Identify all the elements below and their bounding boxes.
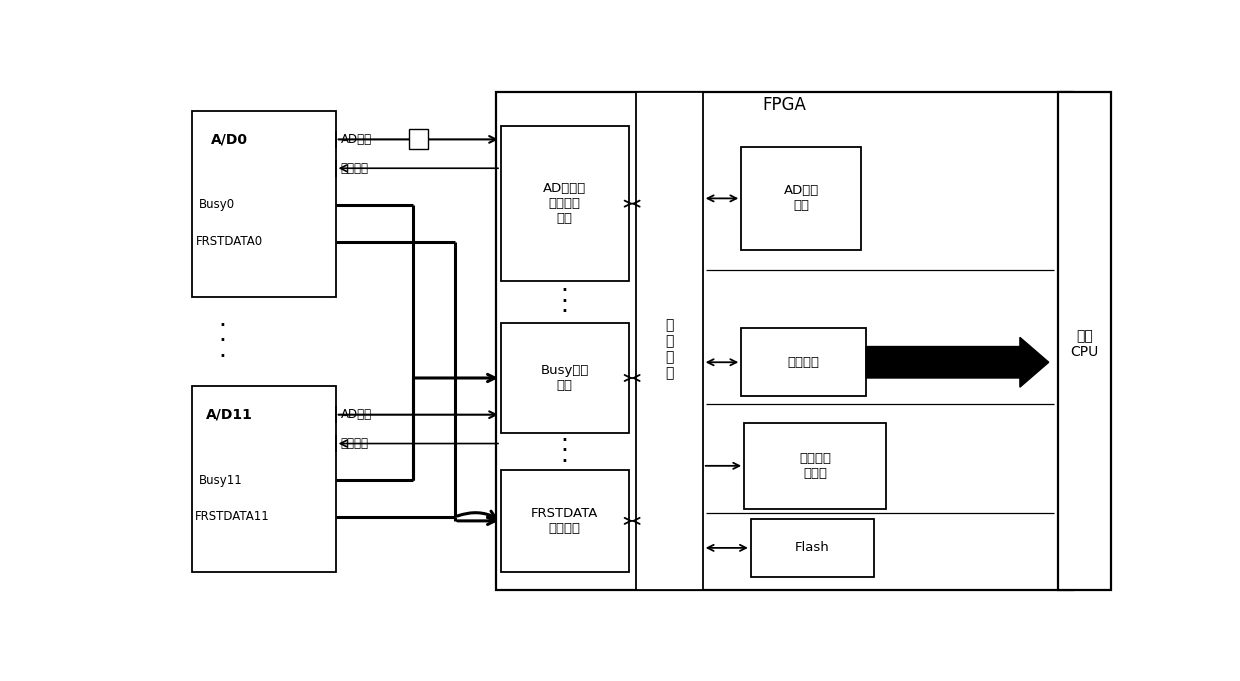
Text: ·: ·	[560, 290, 569, 314]
Bar	[501, 323, 629, 433]
Text: FRSTDATA0: FRSTDATA0	[196, 235, 263, 248]
Text: 数
据
交
换: 数 据 交 换	[665, 318, 673, 381]
Bar	[191, 110, 336, 297]
Bar	[751, 518, 874, 577]
Text: 电源及配
置电路: 电源及配 置电路	[800, 452, 831, 480]
Text: AD数据: AD数据	[341, 133, 372, 146]
Bar	[191, 386, 336, 572]
Text: FPGA: FPGA	[763, 96, 806, 114]
Bar	[744, 422, 887, 509]
Text: ·: ·	[218, 313, 226, 338]
Text: AD数据: AD数据	[341, 408, 372, 421]
Text: AD自检
模块: AD自检 模块	[784, 185, 818, 212]
Bar	[635, 92, 703, 590]
Text: ·: ·	[560, 279, 569, 304]
Text: Busy0: Busy0	[200, 198, 236, 211]
FancyArrow shape	[866, 337, 1049, 387]
Text: ·: ·	[560, 300, 569, 324]
Text: FRSTDATA
监测模块: FRSTDATA 监测模块	[531, 507, 599, 535]
Text: FRSTDATA11: FRSTDATA11	[195, 511, 269, 524]
Text: ·: ·	[218, 345, 226, 369]
Text: 控制信号: 控制信号	[341, 437, 368, 450]
Text: 数据处理: 数据处理	[787, 355, 820, 368]
Text: ·: ·	[560, 429, 569, 453]
Text: Flash: Flash	[795, 541, 830, 554]
Bar	[496, 92, 1073, 590]
Text: A/D0: A/D0	[211, 132, 248, 146]
Text: Busy11: Busy11	[200, 474, 243, 487]
Text: A/D11: A/D11	[206, 408, 253, 422]
Text: 控制信号: 控制信号	[341, 162, 368, 175]
Text: ·: ·	[560, 439, 569, 463]
Text: 对端
CPU: 对端 CPU	[1070, 329, 1099, 359]
Text: ·: ·	[218, 330, 226, 353]
Bar	[1058, 92, 1111, 590]
Bar	[409, 129, 428, 149]
Bar	[501, 470, 629, 572]
Text: ·: ·	[560, 450, 569, 474]
Text: AD数据采
集和控制
信号: AD数据采 集和控制 信号	[543, 182, 587, 225]
Bar	[501, 126, 629, 281]
Bar	[742, 147, 862, 249]
Text: Busy检测
模块: Busy检测 模块	[541, 364, 589, 392]
Bar	[742, 328, 867, 396]
